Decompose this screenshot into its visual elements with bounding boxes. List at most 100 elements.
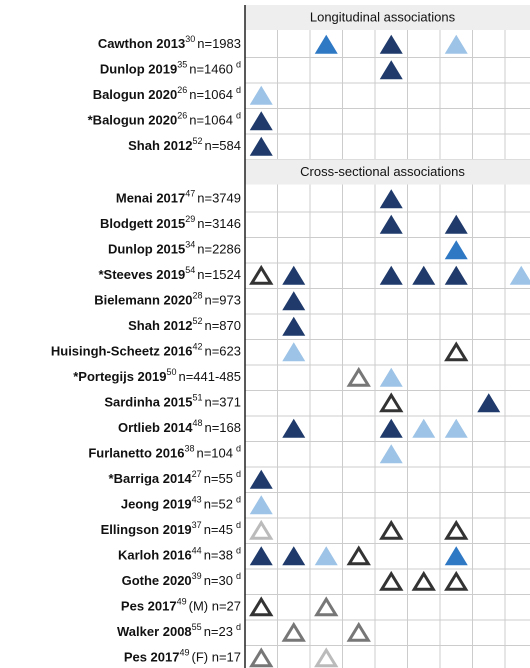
- sample-size: n=1983: [197, 36, 241, 51]
- sample-size: n=3146: [197, 216, 241, 231]
- study-name: Dunlop 2015: [108, 242, 185, 257]
- triangle-filled: [282, 546, 306, 566]
- note: d: [236, 571, 241, 581]
- study-label: Dunlop 201534 n=2286: [108, 240, 241, 257]
- study-label: Sardinha 201551 n=371: [104, 393, 241, 410]
- reference: 47: [185, 189, 195, 199]
- study-name: Pes 2017: [124, 650, 180, 665]
- sample-size: n=104: [196, 446, 233, 461]
- sample-size: n=1064: [189, 87, 233, 102]
- reference: 42: [192, 342, 202, 352]
- study-label: *Balogun 202026 n=1064 d: [88, 111, 241, 128]
- reference: 50: [166, 367, 176, 377]
- triangle-filled: [444, 546, 468, 566]
- reference: 30: [185, 34, 195, 44]
- reference: 55: [192, 622, 202, 632]
- study-name: *Barriga 2014: [109, 471, 193, 486]
- triangle-filled: [379, 265, 403, 285]
- reference: 49: [177, 597, 187, 607]
- triangle-open: [314, 596, 339, 617]
- triangle-open: [281, 621, 306, 642]
- triangle-filled: [379, 367, 403, 387]
- sample-size: n=623: [204, 344, 241, 359]
- sample-size: (M) n=27: [189, 599, 241, 614]
- section-title: Cross-sectional associations: [300, 164, 465, 179]
- study-label: Blodgett 201529 n=3146: [100, 214, 241, 231]
- note: d: [236, 495, 241, 505]
- study-name: Pes 2017: [121, 599, 177, 614]
- triangle-filled: [249, 469, 273, 489]
- sample-size: n=2286: [197, 242, 241, 257]
- triangle-filled: [379, 189, 403, 209]
- triangle-open: [346, 545, 371, 566]
- study-name: Cawthon 2013: [98, 36, 185, 51]
- triangle-filled: [282, 265, 306, 285]
- note: d: [236, 111, 241, 121]
- study-label: Pes 201749 (M) n=27: [121, 597, 241, 614]
- reference: 26: [177, 111, 187, 121]
- study-name: Balogun 2020: [93, 87, 178, 102]
- triangle-open: [379, 392, 404, 413]
- note: d: [236, 444, 241, 454]
- triangle-open: [314, 647, 339, 668]
- triangle-filled: [444, 240, 468, 260]
- sample-size: n=1064: [189, 113, 233, 128]
- triangle-open: [346, 366, 371, 387]
- study-label: Ortlieb 201448 n=168: [118, 418, 241, 435]
- reference: 27: [192, 469, 202, 479]
- grid: [245, 5, 530, 668]
- study-label: Gothe 202039 n=30 d: [122, 571, 241, 588]
- triangle-filled: [282, 418, 306, 438]
- triangle-open: [379, 519, 404, 540]
- study-name: Ellingson 2019: [101, 522, 192, 537]
- sample-size: n=55: [204, 471, 233, 486]
- sample-size: n=973: [204, 293, 241, 308]
- sample-size: n=584: [204, 138, 241, 153]
- study-label: *Barriga 201427 n=55 d: [109, 469, 241, 486]
- study-name: Ortlieb 2014: [118, 420, 193, 435]
- triangle-filled: [379, 418, 403, 438]
- study-name: *Portegijs 2019: [73, 369, 166, 384]
- study-name: Gothe 2020: [122, 573, 192, 588]
- triangle-open: [249, 264, 274, 285]
- reference: 28: [192, 291, 202, 301]
- triangle-filled: [249, 136, 273, 156]
- reference: 39: [192, 571, 202, 581]
- sample-size: n=371: [204, 395, 241, 410]
- note: d: [236, 469, 241, 479]
- study-name: Furlanetto 2016: [88, 446, 184, 461]
- triangle-open: [444, 341, 469, 362]
- triangle-filled: [444, 34, 468, 54]
- triangle-open: [444, 570, 469, 591]
- reference: 48: [192, 418, 202, 428]
- triangle-filled: [282, 316, 306, 336]
- reference: 34: [185, 240, 195, 250]
- study-label: Karloh 201644 n=38 d: [118, 546, 241, 563]
- study-label: Balogun 202026 n=1064 d: [93, 85, 241, 102]
- study-name: Bielemann 2020: [94, 293, 192, 308]
- study-name: Shah 2012: [128, 318, 192, 333]
- study-name: *Steeves 2019: [98, 267, 185, 282]
- study-name: Sardinha 2015: [104, 395, 192, 410]
- sample-size: n=870: [204, 318, 241, 333]
- study-label: *Steeves 201954 n=1524: [98, 265, 241, 282]
- study-label: Jeong 201943 n=52 d: [121, 495, 241, 512]
- reference: 52: [192, 316, 202, 326]
- triangle-filled: [379, 34, 403, 54]
- triangle-filled: [249, 85, 273, 105]
- reference: 52: [192, 136, 202, 146]
- triangle-open: [249, 519, 274, 540]
- study-label: Ellingson 201937 n=45 d: [101, 520, 241, 537]
- triangle-filled: [444, 265, 468, 285]
- reference: 37: [192, 520, 202, 530]
- reference: 29: [185, 214, 195, 224]
- study-label: *Portegijs 201950 n=441-485: [73, 367, 241, 384]
- triangle-open: [444, 519, 469, 540]
- study-label: Pes 201749 (F) n=17: [124, 648, 241, 665]
- section-title: Longitudinal associations: [310, 9, 456, 24]
- triangle-filled: [444, 214, 468, 234]
- study-label: Cawthon 201330 n=1983: [98, 34, 241, 51]
- study-label: Shah 201252 n=584: [128, 136, 241, 153]
- note: d: [236, 85, 241, 95]
